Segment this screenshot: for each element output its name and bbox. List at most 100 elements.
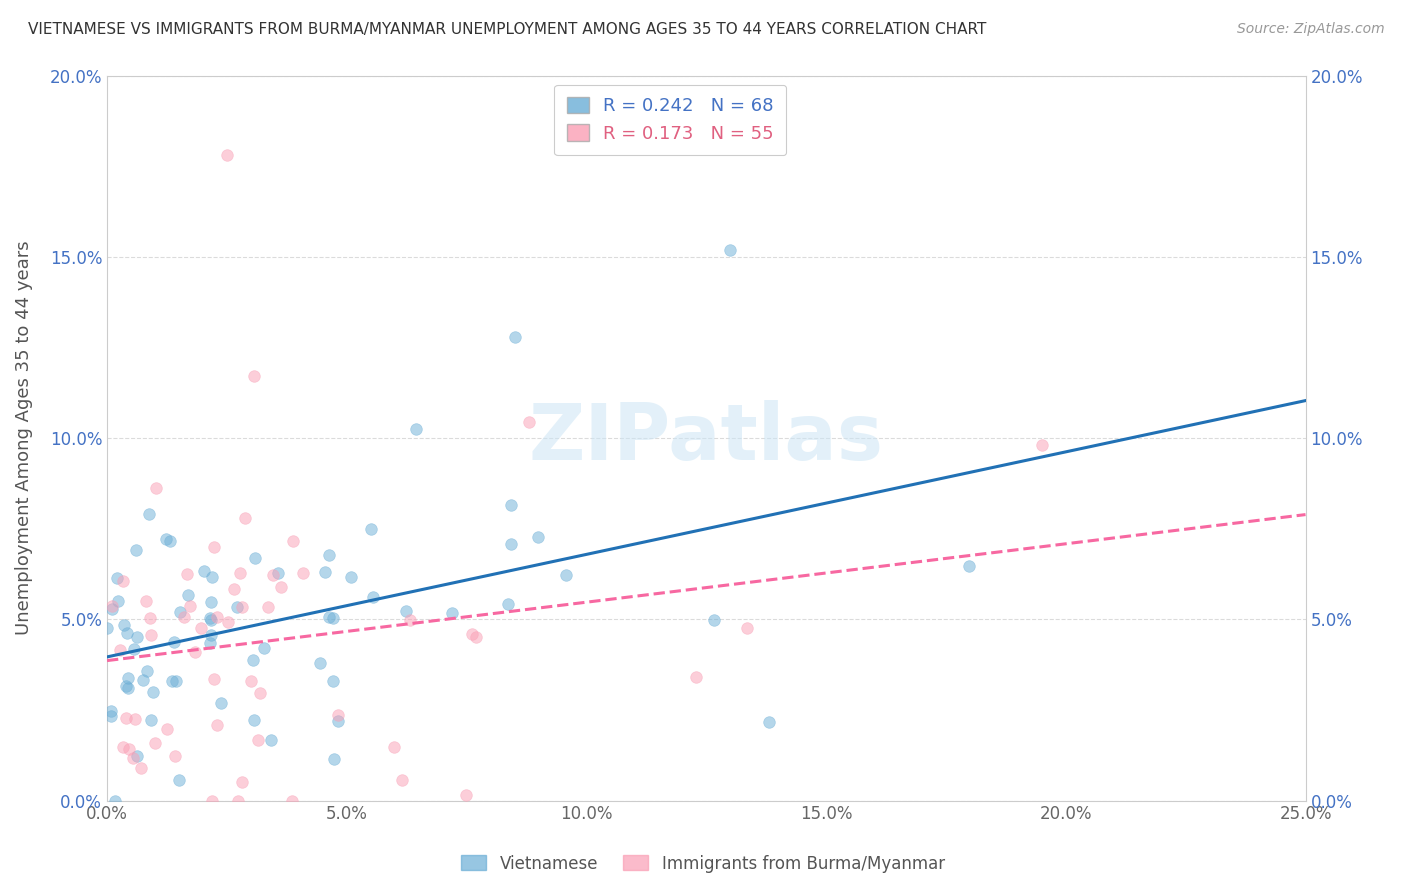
Point bbox=[231, 775, 253, 789]
Point bbox=[496, 598, 519, 612]
Point bbox=[243, 713, 266, 727]
Point bbox=[101, 601, 124, 615]
Point bbox=[253, 641, 276, 656]
Point bbox=[108, 643, 131, 657]
Point bbox=[718, 243, 741, 257]
Point bbox=[200, 628, 222, 642]
Point bbox=[318, 548, 340, 562]
Point bbox=[322, 673, 344, 688]
Point bbox=[209, 696, 232, 710]
Point bbox=[323, 752, 346, 766]
Point bbox=[245, 550, 267, 565]
Point bbox=[340, 570, 363, 584]
Point bbox=[398, 614, 420, 628]
Point bbox=[256, 599, 278, 614]
Point bbox=[456, 788, 478, 802]
Point bbox=[242, 653, 264, 667]
Point bbox=[222, 582, 245, 596]
Point bbox=[384, 739, 406, 754]
Point bbox=[200, 613, 222, 627]
Text: ZIPatlas: ZIPatlas bbox=[529, 401, 884, 476]
Point bbox=[262, 568, 284, 582]
Point bbox=[179, 599, 201, 613]
Point bbox=[115, 626, 138, 640]
Point bbox=[200, 595, 222, 609]
Point bbox=[145, 481, 167, 495]
Point bbox=[101, 599, 124, 614]
Point bbox=[685, 670, 707, 684]
Point bbox=[163, 635, 186, 649]
Point bbox=[169, 605, 191, 619]
Point bbox=[165, 749, 187, 764]
Point bbox=[292, 566, 315, 580]
Point bbox=[314, 566, 336, 580]
Point bbox=[231, 599, 253, 614]
Point bbox=[260, 732, 283, 747]
Point bbox=[703, 613, 725, 627]
Point bbox=[122, 642, 145, 657]
Point bbox=[229, 566, 252, 581]
Point bbox=[243, 369, 266, 384]
Point bbox=[499, 536, 522, 550]
Point bbox=[100, 705, 122, 719]
Point bbox=[758, 714, 780, 729]
Point bbox=[391, 773, 413, 788]
Point bbox=[405, 422, 427, 436]
Text: VIETNAMESE VS IMMIGRANTS FROM BURMA/MYANMAR UNEMPLOYMENT AMONG AGES 35 TO 44 YEA: VIETNAMESE VS IMMIGRANTS FROM BURMA/MYAN… bbox=[28, 22, 987, 37]
Point bbox=[1031, 438, 1053, 452]
Point bbox=[361, 590, 384, 604]
Point bbox=[246, 733, 269, 747]
Point bbox=[233, 511, 256, 525]
Point bbox=[122, 750, 145, 764]
Point bbox=[111, 740, 134, 755]
Point bbox=[499, 498, 522, 512]
Point bbox=[160, 673, 183, 688]
Point bbox=[118, 742, 141, 756]
Point bbox=[139, 713, 162, 727]
Point bbox=[737, 621, 759, 635]
Point bbox=[205, 718, 228, 732]
Point bbox=[115, 711, 138, 725]
Point bbox=[127, 749, 149, 764]
Point bbox=[395, 605, 418, 619]
Point bbox=[318, 610, 340, 624]
Point bbox=[139, 628, 162, 642]
Point bbox=[461, 626, 484, 640]
Point bbox=[155, 532, 177, 546]
Legend: R = 0.242   N = 68, R = 0.173   N = 55: R = 0.242 N = 68, R = 0.173 N = 55 bbox=[554, 85, 786, 155]
Point bbox=[139, 611, 162, 625]
Point bbox=[127, 631, 149, 645]
Point bbox=[328, 708, 350, 723]
Point bbox=[132, 673, 155, 687]
Point bbox=[107, 594, 129, 608]
Point bbox=[554, 568, 576, 582]
Point bbox=[217, 615, 239, 629]
Point bbox=[465, 630, 488, 644]
Point bbox=[215, 148, 238, 162]
Point bbox=[281, 794, 304, 808]
Point bbox=[124, 712, 146, 726]
Point bbox=[143, 736, 166, 750]
Point bbox=[159, 534, 181, 549]
Point bbox=[441, 606, 464, 620]
Point bbox=[176, 567, 198, 582]
Point bbox=[135, 594, 157, 608]
Point bbox=[198, 610, 221, 624]
Point bbox=[125, 543, 148, 558]
Point bbox=[957, 558, 980, 573]
Point bbox=[100, 709, 122, 723]
Point bbox=[165, 674, 187, 689]
Point bbox=[155, 722, 177, 736]
Point bbox=[183, 645, 205, 659]
Point bbox=[309, 656, 332, 670]
Point bbox=[205, 610, 228, 624]
Point bbox=[201, 570, 224, 584]
Point bbox=[519, 415, 541, 429]
Point bbox=[190, 622, 212, 636]
Y-axis label: Unemployment Among Ages 35 to 44 years: Unemployment Among Ages 35 to 44 years bbox=[15, 241, 32, 635]
Point bbox=[326, 714, 349, 728]
Point bbox=[226, 794, 249, 808]
Text: Source: ZipAtlas.com: Source: ZipAtlas.com bbox=[1237, 22, 1385, 37]
Point bbox=[177, 588, 200, 602]
Point bbox=[117, 671, 139, 685]
